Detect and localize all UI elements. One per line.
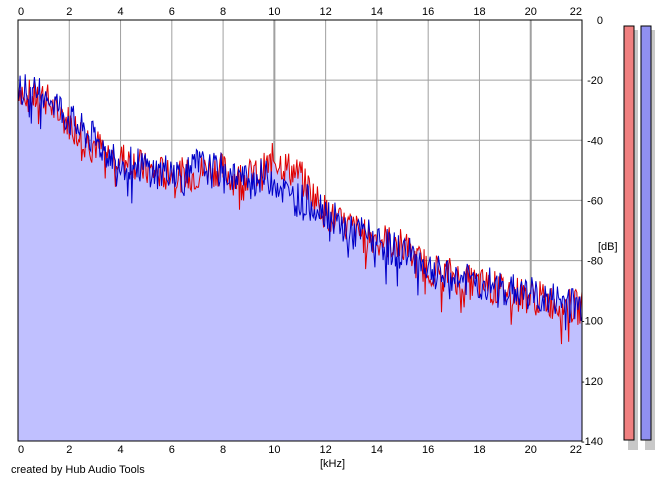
x-tick-label-bottom: 4 bbox=[117, 444, 123, 456]
x-tick-label-bottom: 10 bbox=[268, 444, 280, 456]
x-tick-label-bottom: 20 bbox=[525, 444, 537, 456]
y-axis-label: [dB] bbox=[598, 241, 618, 253]
y-tick-label: -60 bbox=[587, 195, 603, 207]
x-tick-label-bottom: 22 bbox=[570, 444, 582, 456]
x-axis-label: [kHz] bbox=[320, 458, 345, 470]
fill-area bbox=[18, 74, 582, 442]
x-tick-label-bottom: 8 bbox=[220, 444, 226, 456]
y-tick-label: -120 bbox=[581, 376, 603, 388]
plot-frame bbox=[17, 19, 583, 442]
y-tick-label: -140 bbox=[581, 436, 603, 448]
x-tick-label-top: 16 bbox=[422, 6, 434, 18]
x-tick-label-bottom: 2 bbox=[66, 444, 72, 456]
series-line-right bbox=[17, 74, 583, 331]
x-tick-label-bottom: 16 bbox=[422, 444, 434, 456]
x-tick-label-bottom: 18 bbox=[473, 444, 485, 456]
x-tick-label-top: 8 bbox=[220, 6, 226, 18]
x-tick-label-top: 6 bbox=[169, 6, 175, 18]
x-tick-label-top: 0 bbox=[18, 6, 24, 18]
x-axis-top: 0 2 4 6 8 10 12 14 16 18 20 22 bbox=[18, 6, 582, 18]
x-tick-label-bottom: 0 bbox=[18, 444, 24, 456]
x-tick-label-bottom: 14 bbox=[371, 444, 383, 456]
x-tick-label-top: 18 bbox=[473, 6, 485, 18]
meter-left-bar bbox=[623, 25, 635, 441]
x-tick-label-bottom: 6 bbox=[169, 444, 175, 456]
x-tick-label-top: 10 bbox=[268, 6, 280, 18]
credit-text: created by Hub Audio Tools bbox=[11, 464, 145, 476]
y-tick-label: -20 bbox=[587, 75, 603, 87]
x-tick-label-top: 14 bbox=[371, 6, 383, 18]
y-axis-right: 0 -20 -40 -60 -80 -100 -120 -140 bbox=[581, 15, 603, 448]
y-tick-label: -40 bbox=[587, 135, 603, 147]
y-tick-label: 0 bbox=[597, 15, 603, 27]
meter-right-bar bbox=[640, 25, 652, 441]
y-tick-label: -80 bbox=[587, 256, 603, 268]
y-tick-label: -100 bbox=[581, 316, 603, 328]
x-tick-label-bottom: 12 bbox=[320, 444, 332, 456]
x-axis-bottom: 0 2 4 6 8 10 12 14 16 18 20 22 bbox=[18, 444, 582, 456]
x-tick-label-top: 22 bbox=[570, 6, 582, 18]
spectrum-fill-area bbox=[18, 74, 582, 442]
x-tick-label-top: 20 bbox=[525, 6, 537, 18]
x-tick-label-top: 12 bbox=[320, 6, 332, 18]
x-tick-label-top: 2 bbox=[66, 6, 72, 18]
x-tick-label-top: 4 bbox=[117, 6, 123, 18]
series-lines bbox=[17, 74, 583, 345]
